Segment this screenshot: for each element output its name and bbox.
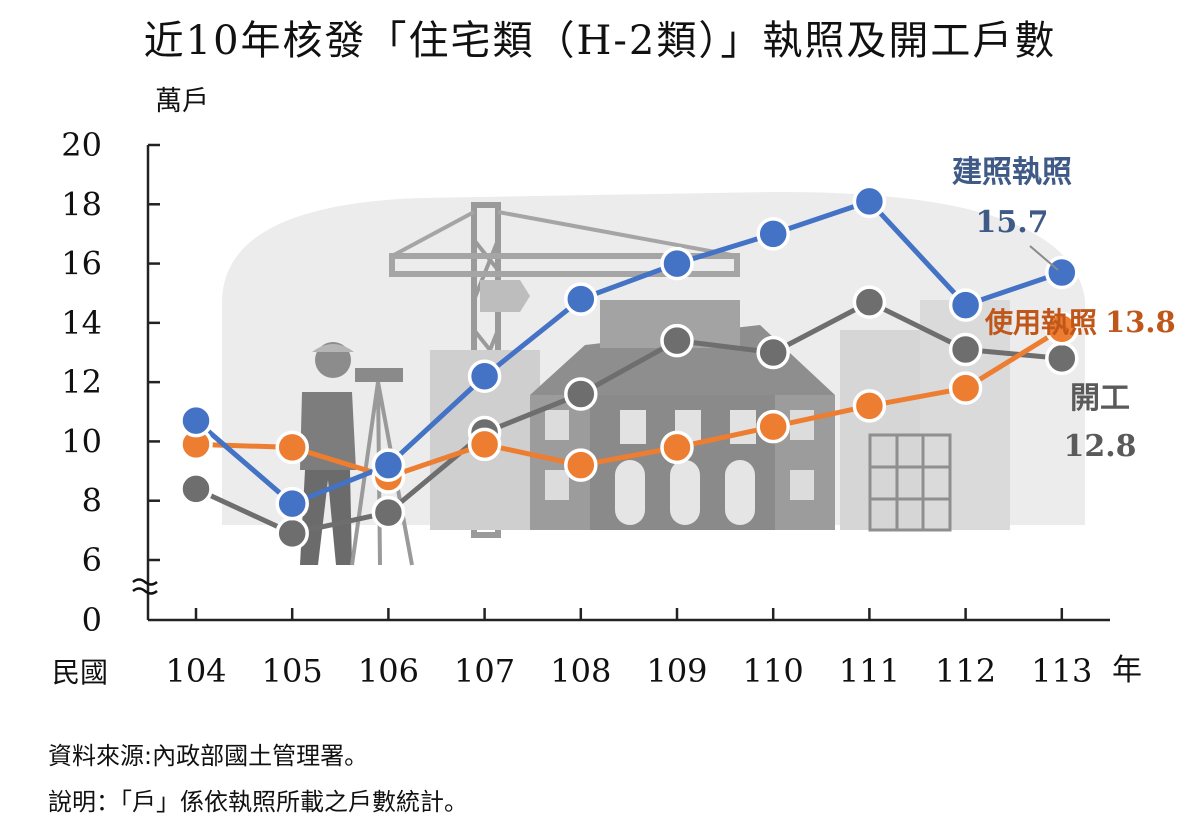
series-name-construction-start: 開工 [1070, 381, 1130, 416]
data-point-building-permit [948, 288, 983, 322]
series-line-construction-start [194, 299, 1063, 536]
y-tick-label: 12 [61, 363, 102, 401]
y-axis-unit-label: 萬戶 [155, 86, 209, 117]
y-tick-label: 0 [82, 601, 102, 639]
x-axis-prefix-label: 民國 [52, 656, 108, 689]
x-tick-label: 104 [165, 652, 226, 690]
series-end-value-occupancy-permit: 13.8 [1105, 305, 1176, 339]
data-point-occupancy-permit [660, 430, 694, 465]
x-tick-label: 112 [935, 652, 996, 690]
data-point-building-permit [371, 448, 406, 482]
data-point-occupancy-permit [275, 430, 309, 465]
data-point-construction-start [948, 332, 983, 367]
series-line-occupancy-permit [195, 326, 1064, 480]
data-point-construction-start [660, 323, 694, 358]
series-end-value-building-permit: 15.7 [975, 205, 1048, 240]
x-tick-label: 109 [646, 652, 707, 690]
y-tick-label: 8 [82, 482, 102, 520]
chart-title: 近10年核發「住宅類（H-2類）」執照及開工戶數 [143, 18, 1057, 64]
data-point-building-permit [275, 486, 309, 521]
x-tick-label: 105 [262, 652, 323, 690]
y-tick-label: 18 [61, 185, 102, 223]
data-point-occupancy-permit [852, 389, 887, 423]
axis-break-icon [132, 578, 158, 595]
x-tick-label: 111 [839, 652, 900, 690]
y-tick-label: 14 [61, 304, 102, 342]
data-point-building-permit [1045, 255, 1079, 290]
series-name-building-permit: 建照執照 [952, 155, 1072, 190]
y-tick-label: 20 [61, 126, 102, 164]
x-tick-label: 106 [358, 652, 419, 690]
data-point-occupancy-permit [467, 427, 502, 462]
explanation-note: 說明：「戶」係依執照所載之戶數統計。 [48, 788, 468, 816]
x-tick-label: 113 [1031, 652, 1092, 690]
data-point-construction-start [275, 516, 309, 551]
data-point-building-permit [660, 246, 694, 281]
data-point-occupancy-permit [756, 409, 790, 444]
data-point-construction-start [852, 285, 887, 319]
data-point-building-permit [852, 184, 887, 219]
data-point-building-permit [756, 217, 790, 251]
y-tick-label: 10 [61, 422, 102, 460]
series-name-occupancy-permit: 使用執照 [984, 306, 1097, 339]
x-axis-unit-label: 年 [1112, 653, 1142, 688]
leader-line [1029, 245, 1059, 271]
data-point-building-permit [467, 359, 502, 393]
x-tick-label: 110 [743, 652, 804, 690]
x-tick-label: 108 [550, 652, 611, 690]
x-tick-label: 107 [454, 652, 515, 690]
data-point-building-permit [179, 403, 213, 438]
series-end-value-construction-start: 12.8 [1063, 429, 1136, 464]
series-line-building-permit [194, 198, 1063, 507]
data-point-construction-start [564, 377, 598, 411]
source-note: 資料來源:內政部國土管理署。 [48, 742, 369, 770]
data-point-occupancy-permit [948, 371, 983, 405]
data-point-occupancy-permit [1045, 312, 1079, 346]
data-point-building-permit [564, 282, 598, 316]
data-point-construction-start [1045, 341, 1079, 376]
data-point-construction-start [756, 335, 790, 370]
y-tick-label: 16 [61, 245, 102, 283]
data-point-construction-start [179, 472, 213, 506]
y-tick-label: 6 [82, 541, 102, 579]
data-point-construction-start [371, 495, 406, 530]
data-point-occupancy-permit [564, 448, 598, 482]
